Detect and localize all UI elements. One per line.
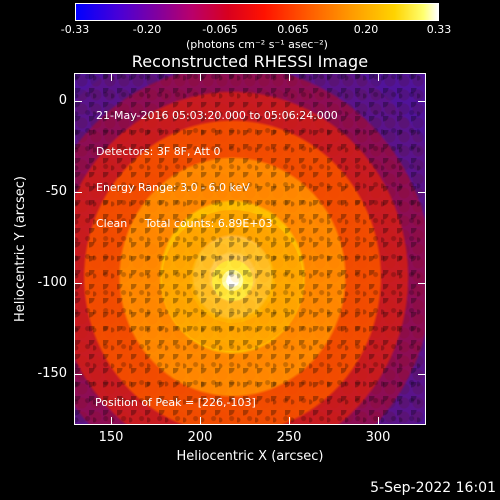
y-tick-label: 0 bbox=[58, 93, 67, 108]
rhessi-image bbox=[75, 74, 425, 424]
colorbar-tick-label: -0.065 bbox=[202, 23, 238, 36]
colorbar-unit-label: (photons cm⁻² s⁻¹ asec⁻²) bbox=[186, 38, 328, 51]
colorbar-tick-label: 0.33 bbox=[426, 23, 452, 36]
y-tick-label: -50 bbox=[45, 184, 67, 199]
x-axis-tick bbox=[200, 417, 201, 425]
colorbar-tick-label: -0.33 bbox=[60, 23, 90, 36]
x-axis-top-tick bbox=[378, 73, 379, 81]
energy-range-text: Energy Range: 3.0 - 6.0 keV bbox=[96, 181, 250, 194]
x-axis-top-tick bbox=[289, 73, 290, 81]
peak-position-text: Position of Peak = [226,-103] bbox=[95, 396, 256, 409]
y-axis-right-tick bbox=[418, 101, 426, 102]
y-axis-right-tick bbox=[418, 374, 426, 375]
y-axis-tick bbox=[74, 374, 82, 375]
plot-title: Reconstructed RHESSI Image bbox=[131, 52, 369, 71]
colorbar-tick-label: -0.20 bbox=[132, 23, 162, 36]
x-tick-label: 200 bbox=[187, 430, 213, 445]
detectors-text: Detectors: 3F 8F, Att 0 bbox=[96, 145, 221, 158]
y-axis-tick bbox=[74, 192, 82, 193]
time-range-text: 21-May-2016 05:03:20.000 to 05:06:24.000 bbox=[96, 109, 338, 122]
x-axis-tick bbox=[111, 417, 112, 425]
y-axis-label: Heliocentric Y (arcsec) bbox=[13, 176, 28, 322]
image-plot: 21-May-2016 05:03:20.000 to 05:06:24.000… bbox=[74, 73, 426, 425]
x-axis-top-tick bbox=[200, 73, 201, 81]
y-axis-tick bbox=[74, 101, 82, 102]
colorbar-tick-label: 0.065 bbox=[277, 23, 309, 36]
y-tick-label: -150 bbox=[37, 366, 67, 381]
x-tick-label: 300 bbox=[365, 430, 391, 445]
colorbar-tick-label: 0.20 bbox=[353, 23, 379, 36]
x-axis-tick bbox=[378, 417, 379, 425]
x-tick-label: 250 bbox=[276, 430, 302, 445]
y-axis-tick bbox=[74, 283, 82, 284]
colorbar-gradient bbox=[76, 4, 438, 20]
colorbar bbox=[75, 3, 439, 21]
x-tick-label: 150 bbox=[98, 430, 124, 445]
x-axis-top-tick bbox=[111, 73, 112, 81]
y-axis-right-tick bbox=[418, 192, 426, 193]
x-axis-tick bbox=[289, 417, 290, 425]
x-axis-label: Heliocentric X (arcsec) bbox=[176, 449, 324, 464]
total-counts-text: Clean Total counts: 6.89E+03 bbox=[96, 217, 273, 230]
y-tick-label: -100 bbox=[37, 275, 67, 290]
footer-date: 5-Sep-2022 16:01 bbox=[370, 480, 496, 496]
y-axis-right-tick bbox=[418, 283, 426, 284]
metadata-block: 21-May-2016 05:03:20.000 to 05:06:24.000… bbox=[96, 86, 338, 254]
